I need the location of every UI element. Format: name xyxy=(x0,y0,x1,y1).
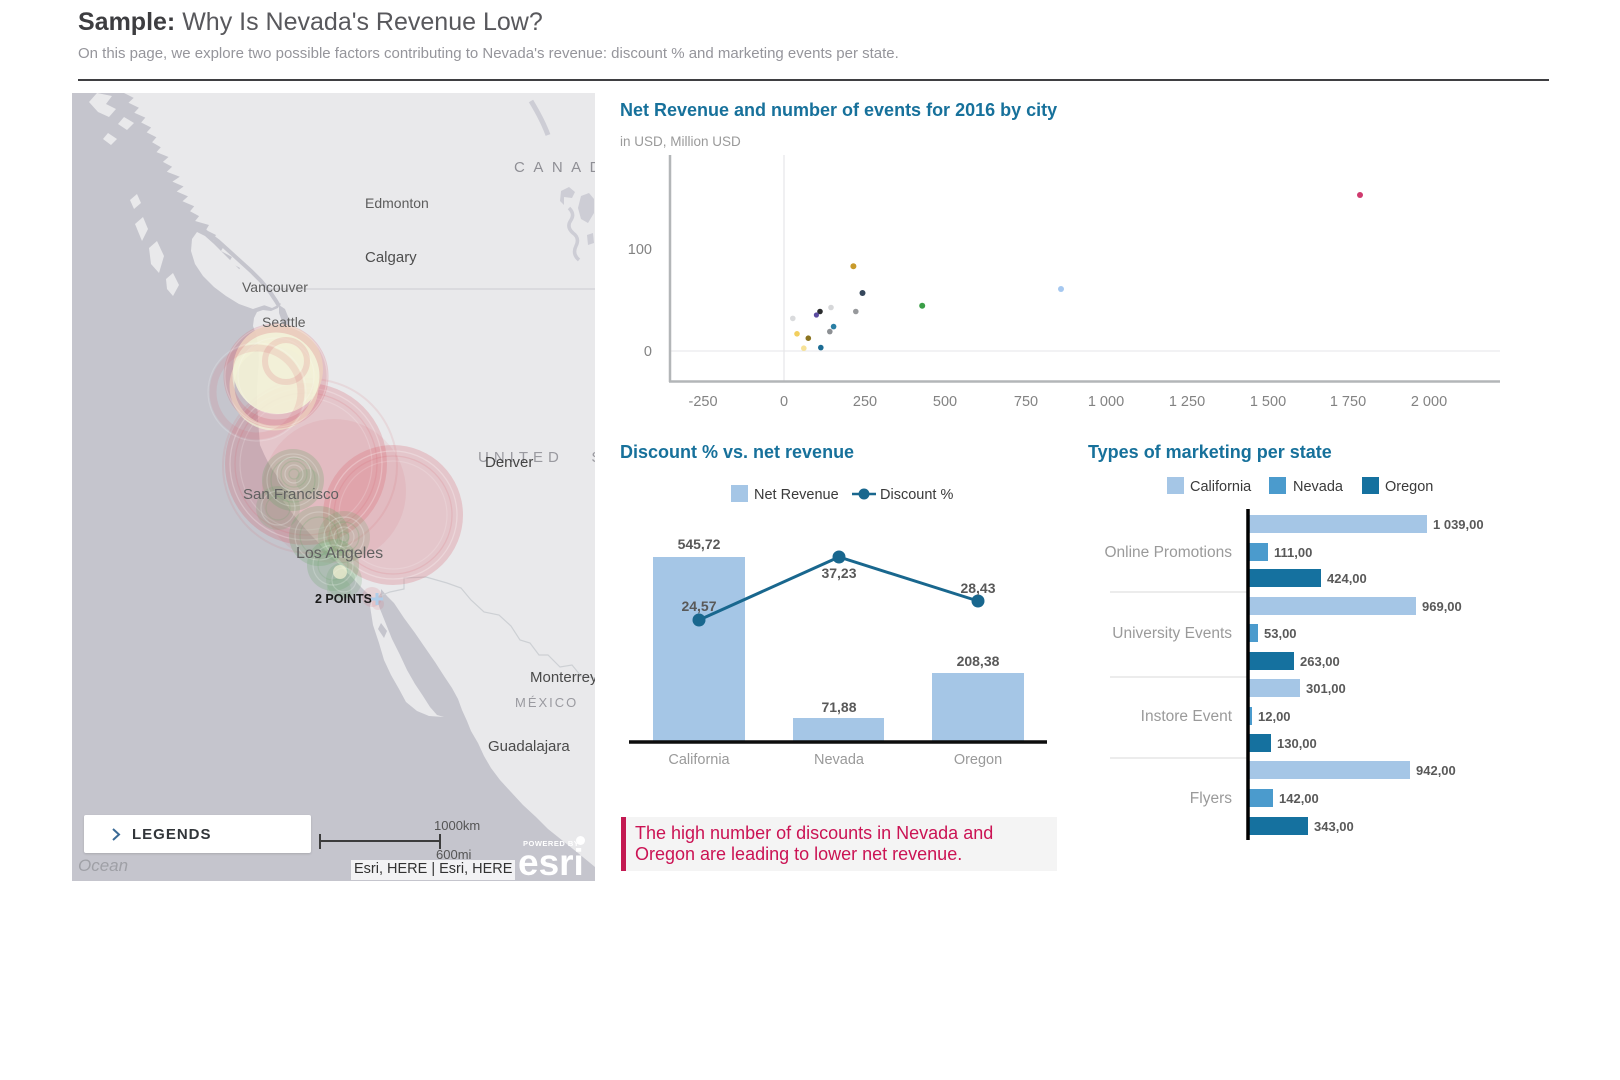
svg-text:942,00: 942,00 xyxy=(1416,763,1456,778)
svg-text:1000km: 1000km xyxy=(434,818,480,833)
svg-text:UNITED STATES: UNITED STATES xyxy=(478,449,595,466)
svg-text:0: 0 xyxy=(780,394,788,410)
svg-text:969,00: 969,00 xyxy=(1422,599,1462,614)
svg-text:1 000: 1 000 xyxy=(1088,394,1124,410)
svg-text:28,43: 28,43 xyxy=(960,580,995,596)
svg-text:California: California xyxy=(668,752,730,768)
svg-text:Seattle: Seattle xyxy=(262,314,306,330)
svg-text:208,38: 208,38 xyxy=(957,653,1000,669)
svg-text:600mi: 600mi xyxy=(436,847,472,862)
svg-text:San Francisco: San Francisco xyxy=(243,486,339,503)
svg-text:71,88: 71,88 xyxy=(821,699,856,715)
svg-text:750: 750 xyxy=(1014,394,1038,410)
svg-text:2 000: 2 000 xyxy=(1411,394,1447,410)
svg-text:0: 0 xyxy=(644,344,652,360)
svg-text:Los Angeles: Los Angeles xyxy=(296,545,383,562)
svg-text:-250: -250 xyxy=(688,394,717,410)
svg-text:Oregon: Oregon xyxy=(954,752,1002,768)
svg-text:250: 250 xyxy=(853,394,877,410)
svg-text:Monterrey: Monterrey xyxy=(530,669,595,686)
svg-text:343,00: 343,00 xyxy=(1314,819,1354,834)
svg-text:142,00: 142,00 xyxy=(1279,791,1319,806)
svg-text:1 500: 1 500 xyxy=(1250,394,1286,410)
svg-text:Nevada: Nevada xyxy=(814,752,865,768)
svg-text:53,00: 53,00 xyxy=(1264,626,1297,641)
svg-text:Instore Event: Instore Event xyxy=(1141,708,1233,725)
svg-text:Guadalajara: Guadalajara xyxy=(488,738,570,755)
svg-text:424,00: 424,00 xyxy=(1327,571,1367,586)
svg-text:100: 100 xyxy=(628,242,652,258)
svg-text:301,00: 301,00 xyxy=(1306,681,1346,696)
svg-text:263,00: 263,00 xyxy=(1300,654,1340,669)
svg-text:University Events: University Events xyxy=(1112,625,1232,642)
svg-text:Denver: Denver xyxy=(485,454,533,471)
svg-text:1 750: 1 750 xyxy=(1330,394,1366,410)
svg-text:130,00: 130,00 xyxy=(1277,736,1317,751)
svg-text:500: 500 xyxy=(933,394,957,410)
svg-text:MÉXICO: MÉXICO xyxy=(515,695,578,710)
svg-text:Online Promotions: Online Promotions xyxy=(1104,544,1232,561)
svg-text:2 POINTS: 2 POINTS xyxy=(315,592,372,606)
svg-text:Vancouver: Vancouver xyxy=(242,279,308,295)
svg-text:Calgary: Calgary xyxy=(365,249,417,266)
svg-text:545,72: 545,72 xyxy=(678,536,721,552)
svg-text:12,00: 12,00 xyxy=(1258,709,1291,724)
svg-text:1 039,00: 1 039,00 xyxy=(1433,517,1484,532)
svg-text:24,57: 24,57 xyxy=(681,598,716,614)
svg-text:1 250: 1 250 xyxy=(1169,394,1205,410)
svg-text:Edmonton: Edmonton xyxy=(365,195,429,211)
svg-text:111,00: 111,00 xyxy=(1274,545,1312,560)
svg-text:CANADA: CANADA xyxy=(514,159,595,176)
svg-text:37,23: 37,23 xyxy=(821,565,856,581)
svg-text:Flyers: Flyers xyxy=(1190,790,1232,807)
